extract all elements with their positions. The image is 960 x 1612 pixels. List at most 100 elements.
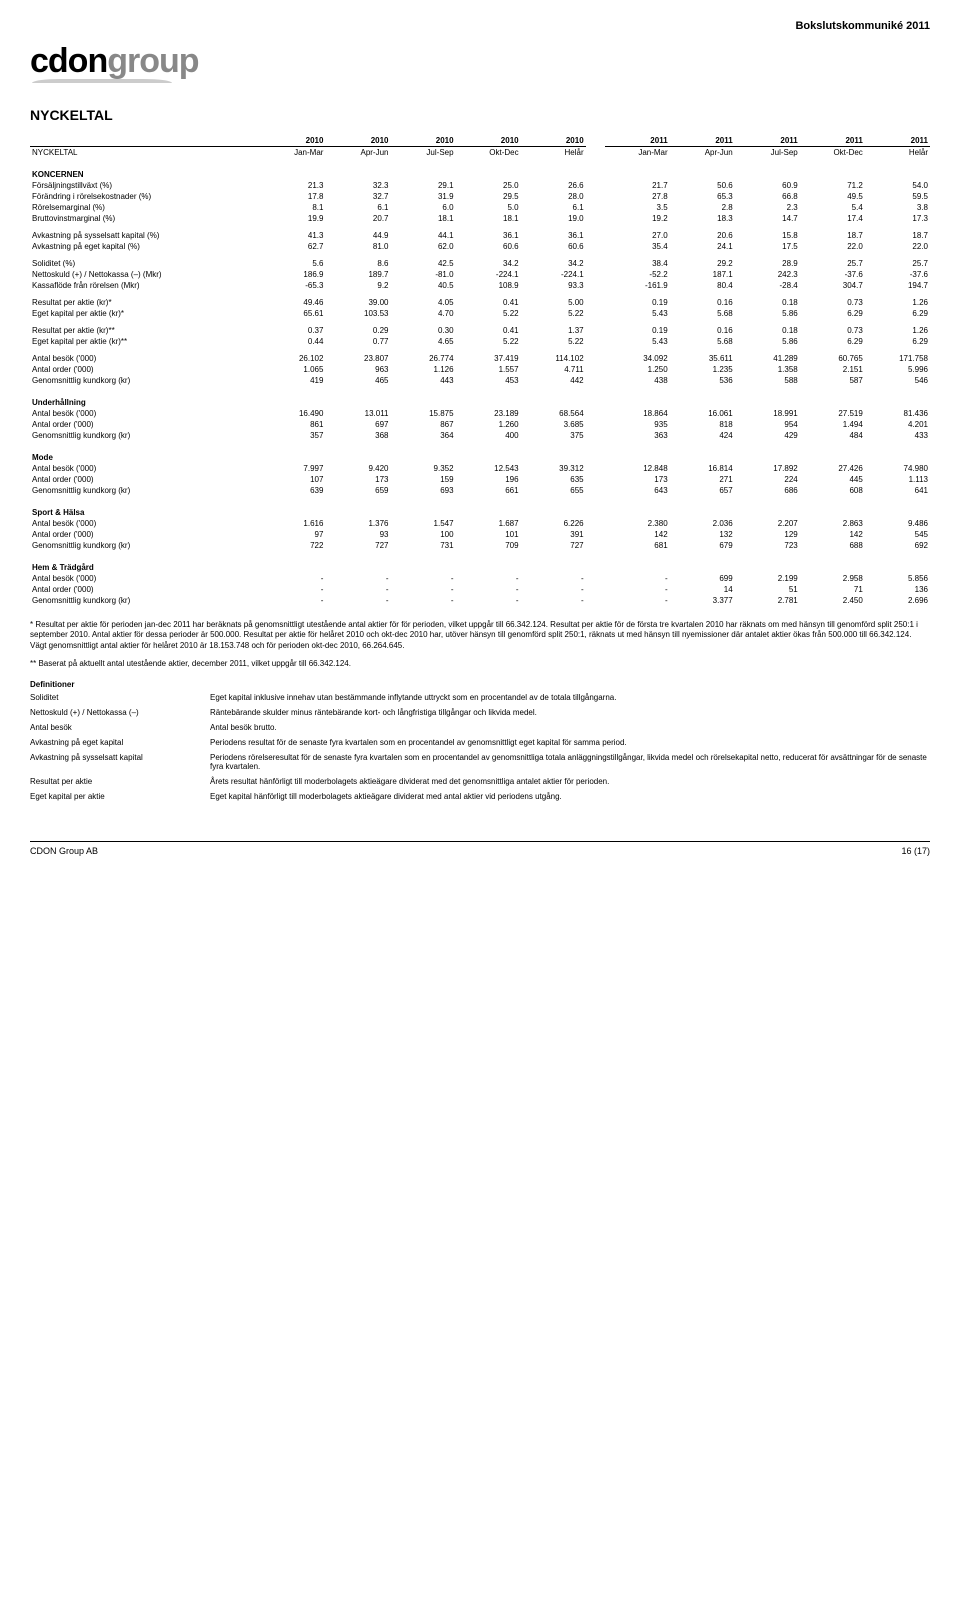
cell: 36.1: [521, 230, 586, 241]
row-label: Bruttovinstmarginal (%): [30, 213, 260, 224]
col-year: 2010: [521, 135, 586, 147]
col-year: 2010: [260, 135, 325, 147]
footer-company: CDON Group AB: [30, 846, 98, 856]
cell: 19.9: [260, 213, 325, 224]
cell: 27.426: [800, 463, 865, 474]
table-row: Resultat per aktie (kr)**0.370.290.300.4…: [30, 325, 930, 336]
table-row: Genomsnittlig kundkorg (kr)------3.3772.…: [30, 595, 930, 606]
definition-term: Eget kapital per aktie: [30, 792, 210, 801]
cell: -37.6: [800, 269, 865, 280]
cell: 71: [800, 584, 865, 595]
cell: 39.00: [325, 297, 390, 308]
cell: 194.7: [865, 280, 930, 291]
col-year: 2011: [865, 135, 930, 147]
cell: -65.3: [260, 280, 325, 291]
col-period: Helår: [865, 147, 930, 159]
table-row: Soliditet (%)5.68.642.534.234.238.429.22…: [30, 258, 930, 269]
cell: 18.991: [735, 408, 800, 419]
row-label: Avkastning på eget kapital (%): [30, 241, 260, 252]
cell: 16.814: [670, 463, 735, 474]
row-label: Antal besök ('000): [30, 573, 260, 584]
table-row: Antal besök ('000)------6992.1992.9585.8…: [30, 573, 930, 584]
cell: 4.70: [391, 308, 456, 319]
cell: 50.6: [670, 180, 735, 191]
row-label: Kassaflöde från rörelsen (Mkr): [30, 280, 260, 291]
cell: 2.151: [800, 364, 865, 375]
cell: 19.0: [521, 213, 586, 224]
cell: 364: [391, 430, 456, 441]
cell: 5.856: [865, 573, 930, 584]
cell: 2.8: [670, 202, 735, 213]
cell: 31.9: [391, 191, 456, 202]
logo: cdongroup: [30, 42, 930, 87]
cell: 357: [260, 430, 325, 441]
cell: 661: [456, 485, 521, 496]
cell: 34.092: [605, 353, 670, 364]
row-label: Genomsnittlig kundkorg (kr): [30, 375, 260, 386]
table-row: Antal order ('000)1071731591966351732712…: [30, 474, 930, 485]
cell: 0.16: [670, 325, 735, 336]
table-row: Nettoskuld (+) / Nettokassa (–) (Mkr)186…: [30, 269, 930, 280]
cell: 453: [456, 375, 521, 386]
cell: 41.3: [260, 230, 325, 241]
col-year: 2011: [605, 135, 670, 147]
section-head: Mode: [30, 447, 260, 463]
table-row: Antal order ('000)1.0659631.1261.5574.71…: [30, 364, 930, 375]
cell: 74.980: [865, 463, 930, 474]
section-head: Sport & Hälsa: [30, 502, 260, 518]
cell: 107: [260, 474, 325, 485]
definition-body: Räntebärande skulder minus räntebärande …: [210, 708, 930, 717]
cell: 114.102: [521, 353, 586, 364]
cell: 34.2: [456, 258, 521, 269]
col-year: 2010: [391, 135, 456, 147]
definition-row: SoliditetEget kapital inklusive innehav …: [30, 693, 930, 702]
cell: 60.6: [456, 241, 521, 252]
cell: -: [260, 584, 325, 595]
definition-term: Antal besök: [30, 723, 210, 732]
cell: 25.7: [800, 258, 865, 269]
cell: 6.1: [521, 202, 586, 213]
footnote: * Resultat per aktie för perioden jan-de…: [30, 620, 930, 651]
definitions: Definitioner SoliditetEget kapital inklu…: [30, 680, 930, 801]
table-row: Avkastning på eget kapital (%)62.781.062…: [30, 241, 930, 252]
cell: 60.6: [521, 241, 586, 252]
row-label: Antal order ('000): [30, 474, 260, 485]
table-row: Bruttovinstmarginal (%)19.920.718.118.11…: [30, 213, 930, 224]
cell: 424: [670, 430, 735, 441]
cell: -: [391, 584, 456, 595]
cell: -: [391, 595, 456, 606]
cell: 0.73: [800, 325, 865, 336]
cell: 429: [735, 430, 800, 441]
cell: 0.73: [800, 297, 865, 308]
cell: 20.7: [325, 213, 390, 224]
cell: 6.29: [865, 308, 930, 319]
cell: 242.3: [735, 269, 800, 280]
cell: 9.2: [325, 280, 390, 291]
cell: 18.7: [865, 230, 930, 241]
definition-body: Periodens rörelseresultat för de senaste…: [210, 753, 930, 771]
cell: 5.86: [735, 308, 800, 319]
definition-body: Eget kapital hänförligt till moderbolage…: [210, 792, 930, 801]
cell: -224.1: [456, 269, 521, 280]
cell: 136: [865, 584, 930, 595]
cell: 101: [456, 529, 521, 540]
cell: 3.8: [865, 202, 930, 213]
cell: -224.1: [521, 269, 586, 280]
cell: 189.7: [325, 269, 390, 280]
definition-row: Antal besökAntal besök brutto.: [30, 723, 930, 732]
table-row: Genomsnittlig kundkorg (kr)7227277317097…: [30, 540, 930, 551]
table-row: Antal besök ('000)1.6161.3761.5471.6876.…: [30, 518, 930, 529]
cell: 12.543: [456, 463, 521, 474]
cell: 722: [260, 540, 325, 551]
row-label: Avkastning på sysselsatt kapital (%): [30, 230, 260, 241]
cell: -28.4: [735, 280, 800, 291]
cell: 6.29: [865, 336, 930, 347]
section-head: Hem & Trädgård: [30, 557, 260, 573]
cell: 29.2: [670, 258, 735, 269]
cell: 5.86: [735, 336, 800, 347]
cell: 4.201: [865, 419, 930, 430]
table-row: Genomsnittlig kundkorg (kr)3573683644003…: [30, 430, 930, 441]
cell: 44.9: [325, 230, 390, 241]
footnotes: * Resultat per aktie för perioden jan-de…: [30, 620, 930, 670]
cell: 40.5: [391, 280, 456, 291]
